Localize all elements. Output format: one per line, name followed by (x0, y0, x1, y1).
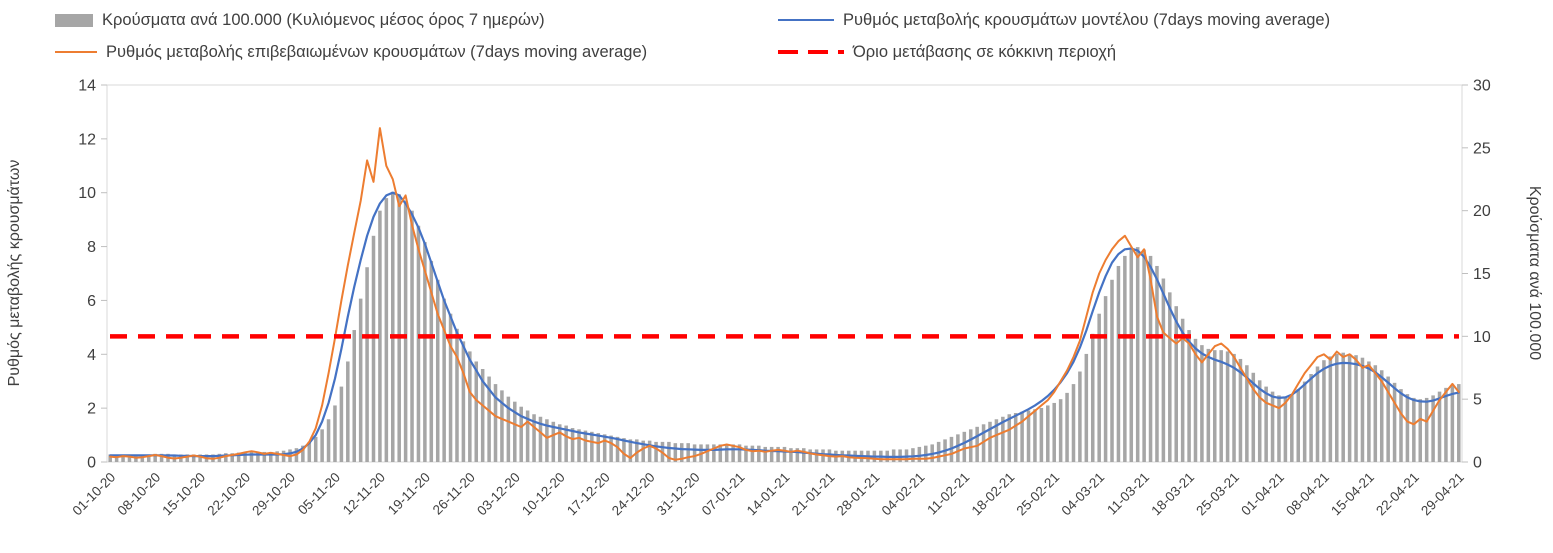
orange-line-swatch-icon (55, 50, 97, 54)
svg-text:5: 5 (1473, 392, 1482, 409)
svg-text:24-12-20: 24-12-20 (609, 470, 658, 519)
svg-text:22-10-20: 22-10-20 (204, 470, 253, 519)
legend-item-bars: Κρούσματα ανά 100.000 (Κυλιόμενος μέσος … (55, 9, 545, 31)
svg-text:08-10-20: 08-10-20 (114, 470, 163, 519)
svg-text:30: 30 (1473, 78, 1491, 95)
svg-text:15: 15 (1473, 266, 1491, 283)
svg-text:04-03-21: 04-03-21 (1058, 470, 1107, 519)
svg-text:17-12-20: 17-12-20 (564, 470, 613, 519)
legend-label-threshold: Όριο μετάβασης σε κόκκινη περιοχή (853, 43, 1117, 61)
svg-text:10: 10 (78, 185, 96, 202)
svg-text:01-10-20: 01-10-20 (69, 470, 118, 519)
bars-series (108, 191, 1461, 463)
legend-label-model: Ρυθμός μεταβολής κρουσμάτων μοντέλου (7d… (843, 11, 1331, 29)
svg-text:26-11-20: 26-11-20 (430, 470, 478, 518)
svg-text:28-01-21: 28-01-21 (834, 470, 883, 519)
svg-text:12-11-20: 12-11-20 (340, 470, 388, 518)
blue-line-swatch-icon (778, 18, 834, 22)
legend-item-confirmed: Ρυθμός μεταβολής επιβεβαιωμένων κρουσμάτ… (55, 41, 647, 63)
svg-text:8: 8 (87, 239, 96, 256)
svg-text:0: 0 (1473, 455, 1482, 472)
svg-text:04-02-21: 04-02-21 (879, 470, 928, 519)
left-axis-ticks: 0 2 4 6 8 10 12 14 (78, 78, 107, 472)
svg-text:20: 20 (1473, 203, 1491, 220)
svg-text:11-03-21: 11-03-21 (1104, 470, 1152, 518)
svg-text:07-01-21: 07-01-21 (699, 470, 748, 519)
bar-series-swatch-icon (55, 13, 93, 27)
svg-text:10: 10 (1473, 329, 1491, 346)
svg-text:31-12-20: 31-12-20 (654, 470, 703, 519)
right-axis-title: Κρούσματα ανά 100.000 (1526, 185, 1543, 361)
svg-text:0: 0 (87, 455, 96, 472)
legend-item-model: Ρυθμός μεταβολής κρουσμάτων μοντέλου (7d… (778, 9, 1330, 31)
svg-text:18-03-21: 18-03-21 (1148, 470, 1197, 519)
svg-text:21-01-21: 21-01-21 (789, 470, 838, 519)
svg-text:12: 12 (78, 131, 96, 148)
svg-text:6: 6 (87, 293, 96, 310)
svg-text:11-02-21: 11-02-21 (924, 470, 972, 518)
svg-text:08-04-21: 08-04-21 (1283, 470, 1332, 519)
svg-text:14-01-21: 14-01-21 (744, 470, 793, 519)
svg-text:14: 14 (78, 78, 96, 95)
red-dashed-swatch-icon (778, 49, 844, 55)
svg-text:25: 25 (1473, 140, 1491, 157)
svg-text:15-04-21: 15-04-21 (1328, 470, 1377, 519)
legend-label-bars: Κρούσματα ανά 100.000 (Κυλιόμενος μέσος … (102, 11, 545, 29)
svg-text:29-04-21: 29-04-21 (1418, 470, 1467, 519)
svg-text:19-11-20: 19-11-20 (385, 470, 433, 518)
svg-text:05-11-20: 05-11-20 (295, 470, 343, 518)
svg-text:03-12-20: 03-12-20 (474, 470, 523, 519)
svg-text:10-12-20: 10-12-20 (519, 470, 568, 519)
svg-text:2: 2 (87, 401, 96, 418)
right-axis-ticks: 0 5 10 15 20 25 30 (1462, 78, 1491, 472)
svg-text:18-02-21: 18-02-21 (969, 470, 1018, 519)
svg-text:25-02-21: 25-02-21 (1013, 470, 1062, 519)
svg-text:29-10-20: 29-10-20 (249, 470, 298, 519)
model-line (109, 191, 1460, 458)
svg-text:15-10-20: 15-10-20 (159, 470, 208, 519)
svg-text:25-03-21: 25-03-21 (1193, 470, 1242, 519)
svg-text:4: 4 (87, 347, 96, 364)
confirmed-line (109, 127, 1460, 461)
left-axis-title: Ρυθμός μεταβολής κρουσμάτων (6, 159, 23, 387)
svg-text:01-04-21: 01-04-21 (1238, 470, 1287, 519)
x-axis-labels: 01-10-2008-10-2015-10-2022-10-2029-10-20… (69, 470, 1466, 519)
svg-text:22-04-21: 22-04-21 (1373, 470, 1422, 519)
legend-label-confirmed: Ρυθμός μεταβολής επιβεβαιωμένων κρουσμάτ… (106, 43, 648, 61)
legend-item-threshold: Όριο μετάβασης σε κόκκινη περιοχή (778, 41, 1116, 63)
